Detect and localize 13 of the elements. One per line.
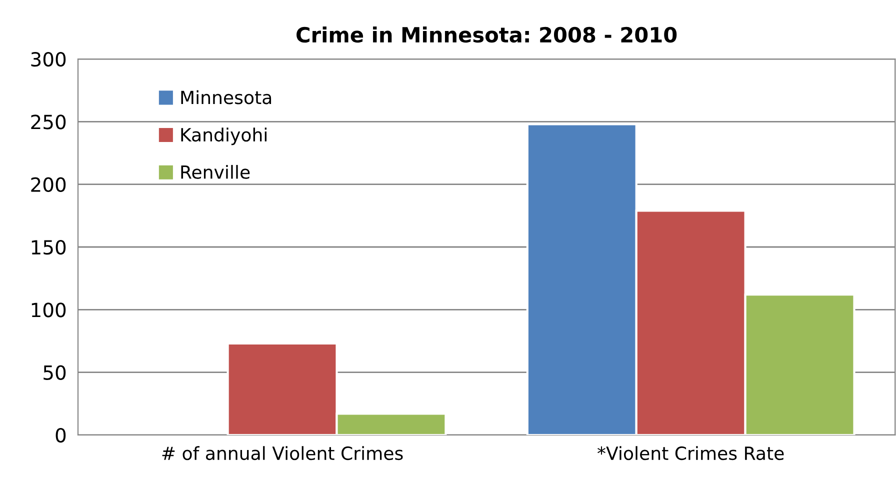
legend-label: Renville bbox=[181, 164, 250, 179]
y-tick-label: 50 bbox=[44, 365, 66, 380]
x-tick-label: # of annual Violent Crimes bbox=[162, 446, 403, 460]
y-tick-label: 100 bbox=[32, 302, 66, 318]
legend-label: Kandiyohi bbox=[181, 128, 266, 146]
legend-label: Minnesota bbox=[181, 90, 272, 104]
x-tick-label: *Violent Crimes Rate bbox=[598, 446, 784, 460]
y-tick-label: 200 bbox=[31, 177, 66, 192]
y-tick-label: 250 bbox=[31, 114, 66, 130]
y-tick-label: 300 bbox=[31, 52, 66, 67]
chart-title: Crime in Minnesota: 2008 - 2010 bbox=[296, 26, 677, 43]
y-tick-label: 150 bbox=[32, 240, 66, 255]
y-tick-label: 0 bbox=[56, 428, 66, 443]
